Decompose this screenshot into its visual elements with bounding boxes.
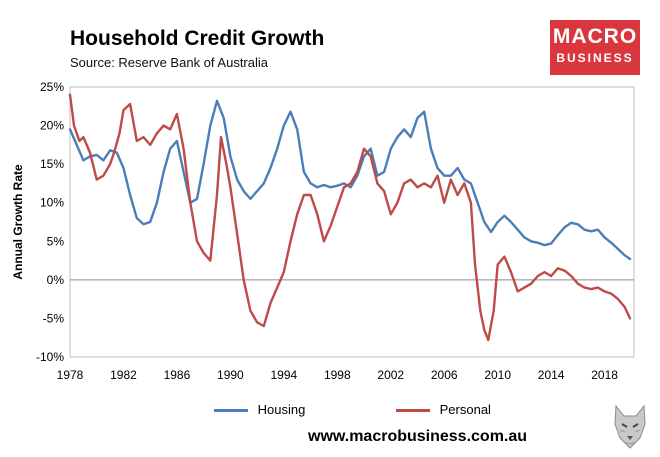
x-tick-label: 2014 (538, 368, 565, 382)
x-tick-label: 1986 (164, 368, 191, 382)
series-line-housing (68, 99, 632, 261)
y-axis-label: Annual Growth Rate (11, 164, 25, 280)
logo-line1: MACRO (552, 25, 638, 48)
legend-item-personal: Personal (396, 402, 491, 417)
logo-line2: BUSINESS (556, 51, 634, 65)
chart-title: Household Credit Growth (70, 27, 325, 50)
x-tick-label: 1982 (110, 368, 137, 382)
x-tick-label: 2010 (484, 368, 511, 382)
y-tick-label: -10% (36, 350, 64, 364)
chart-subtitle: Source: Reserve Bank of Australia (70, 55, 268, 70)
legend-item-housing: Housing (214, 402, 305, 417)
x-tick-label: 1994 (270, 368, 297, 382)
legend-swatch-housing (214, 409, 248, 413)
x-tick-label: 2006 (431, 368, 458, 382)
macro-business-logo: MACRO BUSINESS (550, 20, 640, 75)
x-tick-label: 2002 (377, 368, 404, 382)
x-tick-label: 1978 (57, 368, 84, 382)
y-tick-label: 20% (40, 119, 64, 133)
legend-label-personal: Personal (439, 402, 491, 417)
y-tick-label: 5% (47, 234, 65, 248)
y-tick-label: -5% (43, 311, 65, 325)
plot-area (69, 86, 635, 358)
line-chart: 25% 20% 15% 10% 5% 0% -5% -10% 1978 1982 1986 1990 1… (11, 80, 635, 382)
legend-label-housing: Housing (257, 402, 306, 417)
y-tick-label: 25% (40, 80, 64, 94)
y-tick-label: 15% (40, 157, 64, 171)
website-url: www.macrobusiness.com.au (308, 428, 528, 445)
x-tick-label: 1990 (217, 368, 244, 382)
x-tick-label: 1998 (324, 368, 351, 382)
legend-swatch-personal (396, 409, 430, 413)
wolf-icon (614, 404, 646, 449)
series-line-personal (68, 93, 632, 342)
y-tick-label: 0% (47, 273, 65, 287)
x-tick-label: 2018 (591, 368, 618, 382)
y-tick-label: 10% (40, 196, 64, 210)
